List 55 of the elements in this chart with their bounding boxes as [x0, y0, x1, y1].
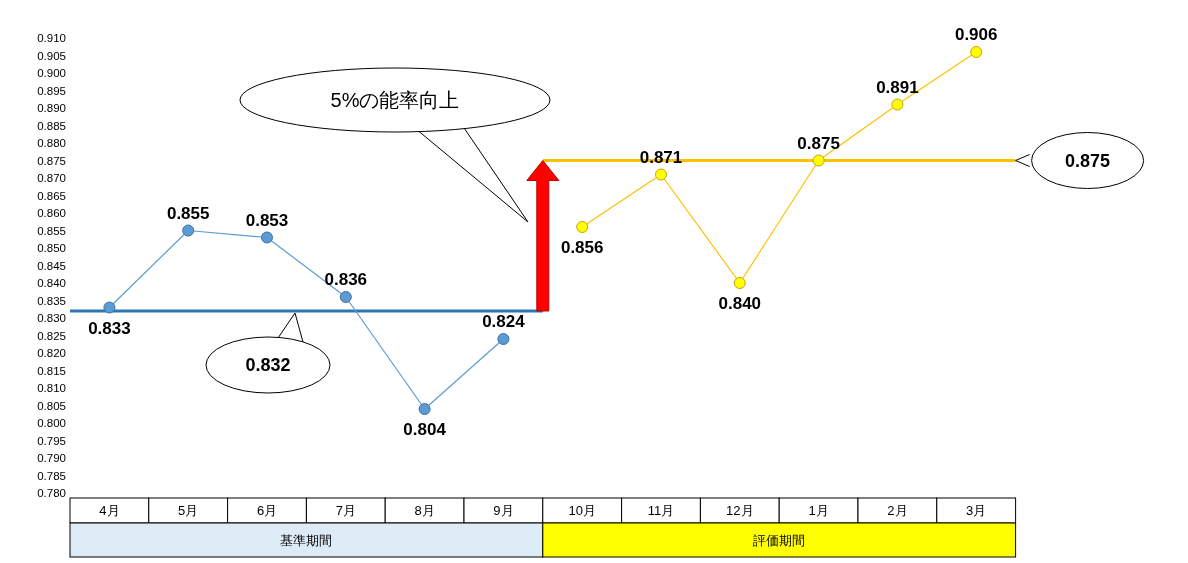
- y-tick-label: 0.845: [37, 259, 66, 272]
- x-tick-label: 4月: [99, 503, 120, 518]
- x-tick-label: 10月: [568, 503, 596, 518]
- y-tick-label: 0.805: [37, 399, 66, 412]
- x-tick-label: 8月: [414, 503, 435, 518]
- x-tick-label: 11月: [647, 503, 675, 518]
- y-tick-label: 0.895: [37, 84, 66, 97]
- text: 基準期間: [280, 533, 333, 548]
- y-tick-label: 0.820: [37, 347, 66, 360]
- y-tick-label: 0.830: [37, 312, 66, 325]
- y-tick-label: 0.795: [37, 434, 66, 447]
- x-tick-label: 7月: [335, 503, 356, 518]
- y-tick-label: 0.835: [37, 294, 66, 307]
- data-label: 0.840: [718, 294, 762, 313]
- x-tick-label: 1月: [808, 503, 829, 518]
- annotation: 5%の能率向上: [330, 89, 460, 111]
- x-tick-label: 3月: [966, 503, 987, 518]
- y-tick-label: 0.885: [37, 119, 66, 132]
- data-label: 0.855: [166, 203, 210, 223]
- x-tick-label: 5月: [178, 503, 199, 518]
- y-tick-label: 0.875: [37, 154, 66, 167]
- y-tick-label: 0.900: [37, 67, 66, 80]
- y-tick-label: 0.910: [37, 32, 66, 45]
- y-tick-label: 0.780: [37, 487, 66, 500]
- y-tick-label: 0.905: [37, 49, 66, 62]
- data-label: 0.853: [245, 210, 289, 230]
- data-label: 0.836: [324, 270, 368, 289]
- x-tick-label: 6月: [256, 503, 278, 518]
- x-tick-label: 2月: [887, 503, 908, 518]
- text: 評価期間: [753, 533, 806, 548]
- data-label: 0.906: [954, 25, 998, 44]
- data-label: 0.824: [482, 312, 526, 331]
- ref-line-label: 0.832: [245, 355, 291, 376]
- x-tick-label: 12月: [726, 503, 754, 518]
- y-tick-label: 0.865: [37, 189, 66, 202]
- y-tick-label: 0.860: [37, 207, 66, 220]
- data-label: 0.804: [403, 420, 447, 439]
- y-tick-label: 0.800: [37, 417, 66, 430]
- y-tick-label: 0.810: [37, 382, 66, 395]
- y-tick-label: 0.880: [37, 137, 66, 150]
- y-tick-label: 0.840: [37, 277, 66, 290]
- y-tick-label: 0.825: [37, 329, 66, 342]
- y-tick-label: 0.890: [37, 102, 66, 115]
- y-tick-label: 0.785: [37, 469, 66, 482]
- y-tick-label: 0.815: [37, 364, 66, 377]
- data-label: 0.891: [876, 77, 919, 97]
- y-tick-label: 0.870: [37, 172, 66, 185]
- y-tick-label: 0.855: [37, 224, 66, 237]
- ref-line-label: 0.875: [1065, 150, 1111, 171]
- data-label: 0.875: [797, 133, 840, 153]
- data-label: 0.833: [88, 318, 131, 338]
- data-label: 0.856: [560, 238, 604, 257]
- y-tick-label: 0.790: [37, 452, 66, 465]
- x-tick-label: 9月: [493, 503, 514, 518]
- y-tick-label: 0.850: [37, 242, 66, 255]
